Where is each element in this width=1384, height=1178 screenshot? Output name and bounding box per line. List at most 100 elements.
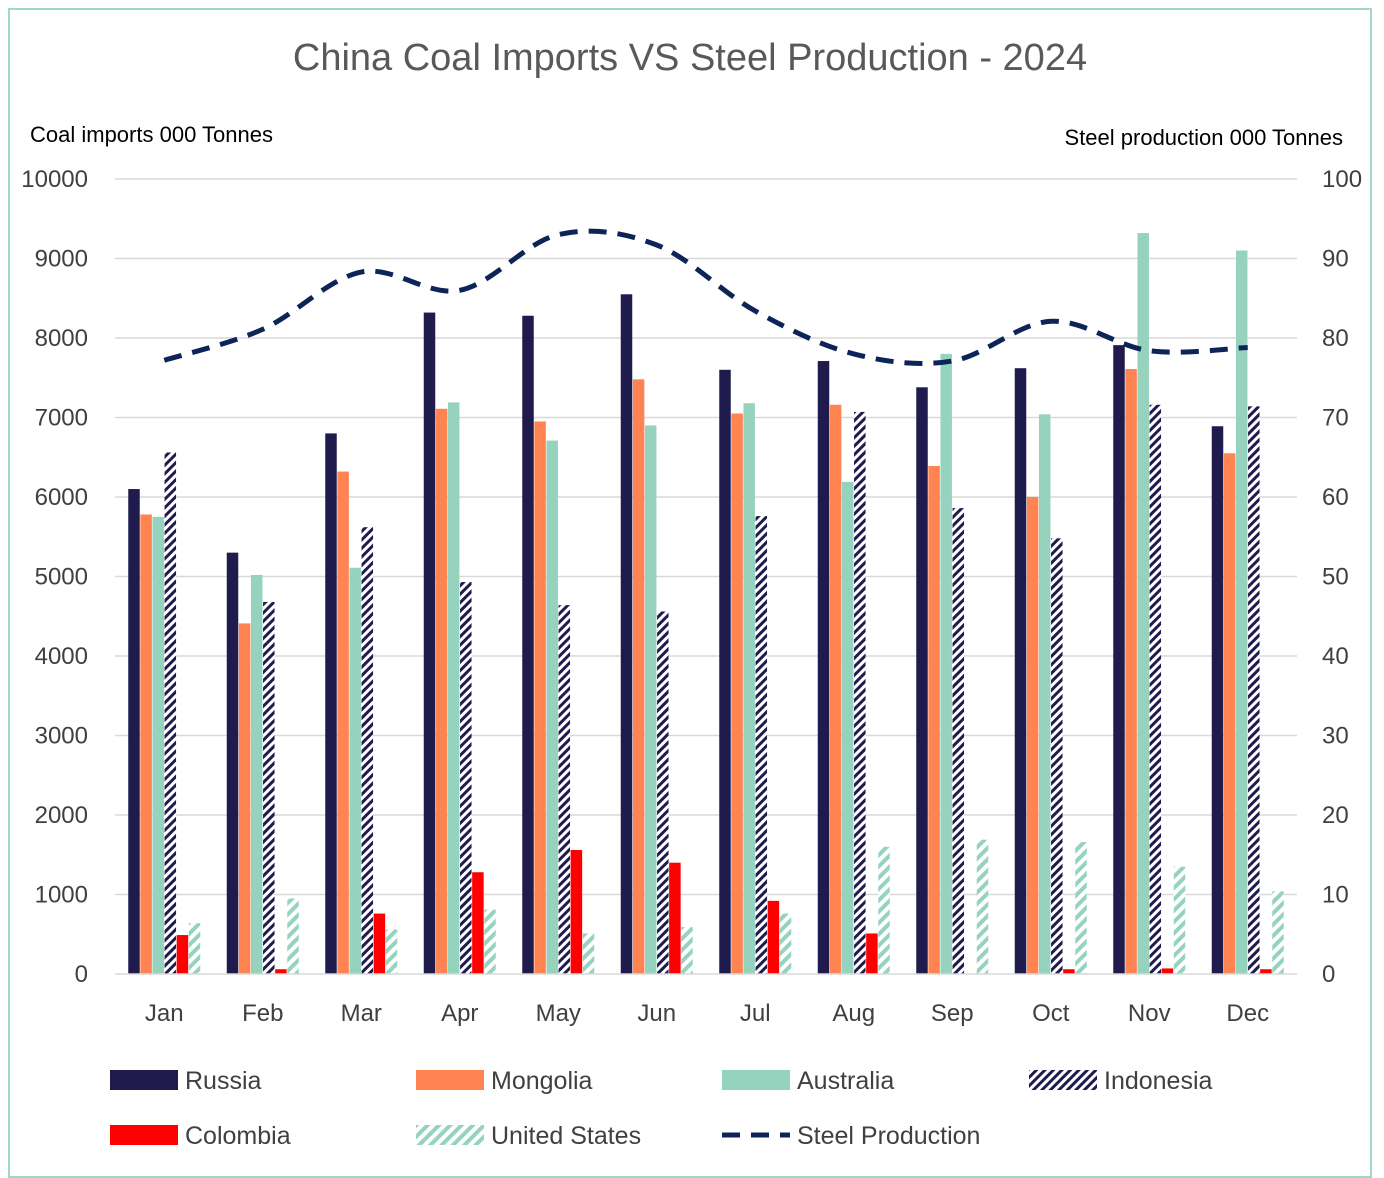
bar-indonesia — [263, 602, 275, 974]
bar-australia — [152, 517, 164, 974]
bar-indonesia — [165, 452, 177, 974]
bar-united-states — [681, 927, 693, 974]
category-label: Jun — [637, 1000, 676, 1027]
bar-russia — [818, 361, 830, 974]
left-tick-label: 0 — [75, 961, 88, 988]
bar-russia — [128, 489, 140, 974]
legend-swatch — [416, 1070, 484, 1090]
bar-indonesia — [854, 412, 866, 974]
bar-australia — [645, 425, 657, 974]
bar-colombia — [374, 914, 386, 974]
bar-colombia — [177, 935, 189, 974]
bar-united-states — [878, 847, 890, 974]
bar-mongolia — [731, 414, 743, 974]
legend-swatch — [110, 1070, 178, 1090]
bar-united-states — [977, 840, 989, 974]
legend-label: Russia — [185, 1067, 262, 1095]
bar-united-states — [1174, 867, 1186, 974]
category-label: Dec — [1226, 1000, 1269, 1027]
bar-australia — [448, 402, 460, 974]
right-tick-label: 50 — [1322, 564, 1349, 591]
bar-russia — [916, 387, 928, 974]
right-axis-title: Steel production 000 Tonnes — [1065, 125, 1343, 150]
right-tick-label: 10 — [1322, 882, 1349, 909]
category-label: Jan — [145, 1000, 184, 1027]
bar-colombia — [1162, 968, 1174, 974]
category-label: Aug — [832, 1000, 875, 1027]
bars — [128, 233, 1284, 974]
bar-russia — [719, 370, 731, 974]
legend-label: Colombia — [185, 1122, 291, 1150]
right-tick-label: 20 — [1322, 802, 1349, 829]
bar-colombia — [768, 901, 780, 974]
legend-item-united-states: United States — [416, 1122, 641, 1150]
bar-australia — [1236, 251, 1248, 974]
legend-item-mongolia: Mongolia — [416, 1067, 593, 1095]
left-tick-label: 5000 — [35, 564, 88, 591]
bar-australia — [1039, 414, 1051, 974]
right-tick-label: 0 — [1322, 961, 1335, 988]
bar-indonesia — [1248, 406, 1260, 974]
bar-indonesia — [559, 605, 571, 974]
left-tick-label: 7000 — [35, 405, 88, 432]
line-steel-production — [164, 231, 1248, 363]
legend-item-colombia: Colombia — [110, 1122, 291, 1150]
bar-mongolia — [1125, 369, 1137, 974]
category-label: Apr — [441, 1000, 478, 1027]
bar-united-states — [1272, 891, 1284, 974]
left-axis-ticks: 0100020003000400050006000700080009000100… — [21, 166, 88, 988]
category-label: Sep — [931, 1000, 974, 1027]
left-tick-label: 9000 — [35, 246, 88, 273]
bar-indonesia — [1051, 538, 1063, 974]
bar-mongolia — [337, 472, 349, 974]
bar-mongolia — [436, 409, 448, 974]
bar-russia — [325, 433, 337, 974]
bar-mongolia — [1027, 497, 1039, 974]
bar-colombia — [866, 933, 878, 974]
bar-russia — [1113, 345, 1125, 974]
category-label: May — [536, 1000, 581, 1027]
right-tick-label: 90 — [1322, 246, 1349, 273]
bar-australia — [349, 568, 361, 974]
category-label: Jul — [740, 1000, 771, 1027]
bar-indonesia — [756, 516, 768, 974]
bar-indonesia — [1150, 405, 1162, 974]
bar-australia — [251, 575, 263, 974]
steel-production-line — [164, 231, 1248, 363]
bar-united-states — [484, 910, 496, 974]
legend-label: Mongolia — [491, 1067, 593, 1095]
bar-colombia — [571, 850, 583, 974]
category-label: Oct — [1032, 1000, 1070, 1027]
chart-title: China Coal Imports VS Steel Production -… — [293, 37, 1087, 79]
left-tick-label: 6000 — [35, 484, 88, 511]
category-label: Mar — [341, 1000, 382, 1027]
bar-mongolia — [239, 623, 251, 974]
bar-russia — [1015, 368, 1027, 974]
bar-indonesia — [362, 527, 374, 974]
bar-colombia — [472, 872, 484, 974]
legend-item-australia: Australia — [722, 1067, 894, 1095]
left-tick-label: 4000 — [35, 643, 88, 670]
right-tick-label: 80 — [1322, 325, 1349, 352]
left-tick-label: 1000 — [35, 882, 88, 909]
legend-swatch — [110, 1125, 178, 1145]
legend-label: United States — [491, 1122, 641, 1150]
bar-mongolia — [633, 379, 645, 974]
legend-label: Steel Production — [797, 1122, 980, 1150]
bar-russia — [227, 553, 239, 974]
right-tick-label: 60 — [1322, 484, 1349, 511]
bar-colombia — [669, 863, 681, 974]
bar-australia — [842, 482, 854, 974]
right-tick-label: 100 — [1322, 166, 1362, 193]
bar-united-states — [780, 914, 792, 974]
left-axis-title: Coal imports 000 Tonnes — [30, 122, 273, 147]
legend-item-steel-production: Steel Production — [722, 1122, 980, 1150]
legend-label: Australia — [797, 1067, 894, 1095]
bar-indonesia — [460, 582, 472, 974]
legend-item-russia: Russia — [110, 1067, 262, 1095]
left-tick-label: 10000 — [21, 166, 88, 193]
legend-item-indonesia: Indonesia — [1029, 1067, 1213, 1095]
